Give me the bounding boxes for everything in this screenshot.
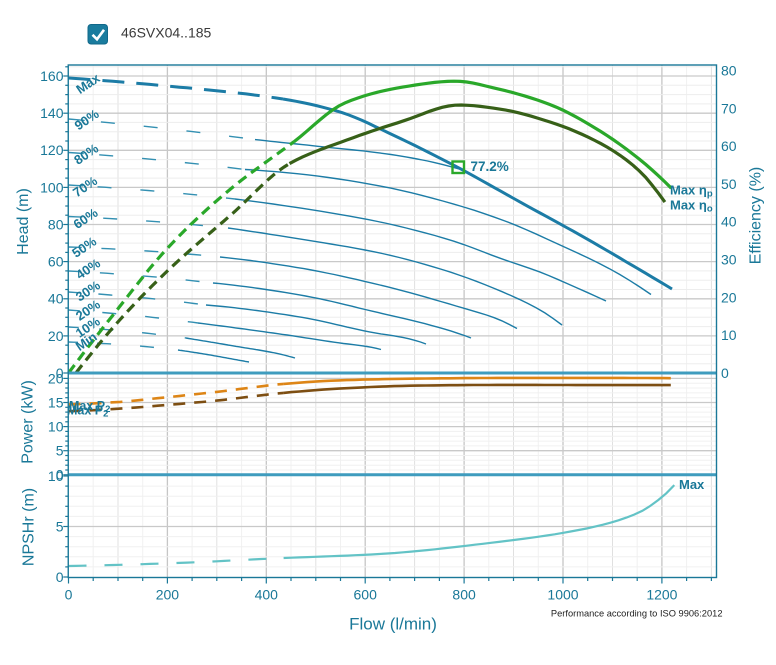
svg-text:400: 400 [255, 587, 279, 603]
svg-text:20: 20 [48, 328, 64, 344]
svg-text:80: 80 [721, 63, 737, 79]
svg-text:60: 60 [48, 254, 64, 270]
svg-text:1000: 1000 [547, 587, 578, 603]
svg-text:46SVX04..185: 46SVX04..185 [121, 25, 212, 41]
svg-text:NPSHr (m): NPSHr (m) [21, 488, 38, 566]
svg-text:140: 140 [40, 105, 64, 121]
svg-text:0: 0 [65, 587, 73, 603]
svg-text:5: 5 [56, 518, 64, 534]
svg-text:30: 30 [721, 252, 737, 268]
svg-text:10: 10 [48, 468, 64, 484]
svg-text:5: 5 [56, 443, 64, 459]
svg-text:Power (kW): Power (kW) [20, 380, 37, 464]
svg-text:20: 20 [721, 289, 737, 305]
svg-text:200: 200 [156, 587, 180, 603]
svg-text:60: 60 [721, 138, 737, 154]
svg-text:77.2%: 77.2% [471, 159, 509, 174]
svg-text:Max ηo: Max ηo [670, 198, 713, 215]
svg-text:15: 15 [48, 394, 64, 410]
svg-text:40: 40 [48, 291, 64, 307]
svg-text:40: 40 [721, 214, 737, 230]
svg-text:Max ηp: Max ηp [670, 183, 713, 200]
svg-text:Max: Max [679, 477, 705, 492]
svg-text:1200: 1200 [646, 587, 677, 603]
svg-text:120: 120 [40, 142, 64, 158]
svg-text:Performance according to ISO 9: Performance according to ISO 9906:2012 [551, 609, 723, 619]
svg-text:20: 20 [48, 370, 64, 386]
svg-text:70: 70 [721, 100, 737, 116]
svg-text:100: 100 [40, 179, 64, 195]
svg-text:0: 0 [721, 365, 729, 381]
svg-text:800: 800 [452, 587, 476, 603]
svg-text:0: 0 [56, 365, 64, 381]
svg-text:Flow (l/min): Flow (l/min) [349, 615, 437, 634]
svg-text:Max P2: Max P2 [69, 399, 110, 415]
svg-text:Max P2: Max P2 [67, 404, 108, 420]
svg-text:0: 0 [56, 569, 64, 585]
svg-text:0: 0 [56, 467, 64, 483]
svg-text:10: 10 [48, 419, 64, 435]
svg-text:160: 160 [40, 68, 64, 84]
svg-text:10: 10 [721, 327, 737, 343]
svg-text:50: 50 [721, 176, 737, 192]
svg-text:Head (m): Head (m) [15, 188, 32, 255]
svg-text:Efficiency (%): Efficiency (%) [748, 167, 765, 265]
svg-text:80: 80 [48, 216, 64, 232]
svg-text:600: 600 [354, 587, 378, 603]
